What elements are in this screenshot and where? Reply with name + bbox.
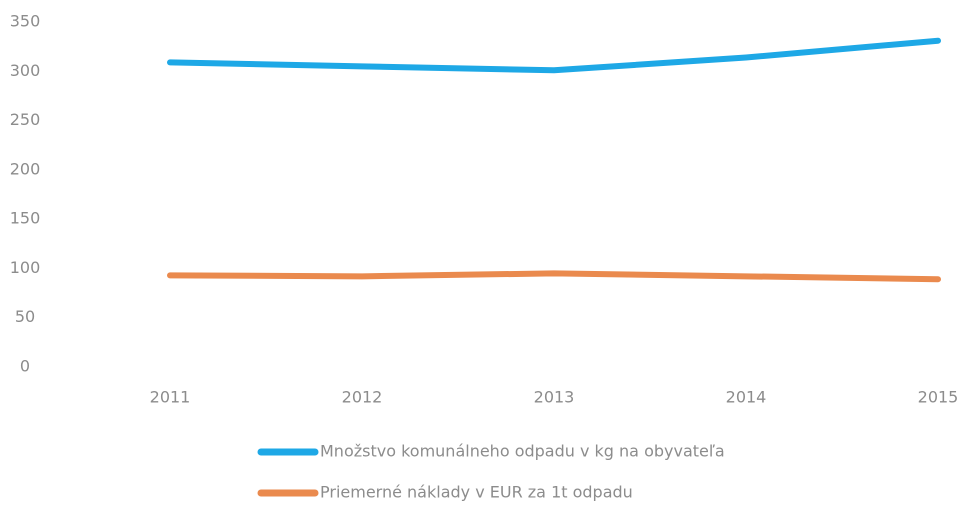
y-tick-label: 250 <box>10 110 41 129</box>
x-tick-label: 2013 <box>534 388 575 407</box>
data-line <box>167 270 941 283</box>
y-tick-label: 350 <box>10 12 41 31</box>
x-tick-label: 2015 <box>918 388 959 407</box>
x-tick-label: 2011 <box>150 388 191 407</box>
y-tick-label: 100 <box>10 258 41 277</box>
x-tick-label: 2014 <box>726 388 767 407</box>
legend-label: Množstvo komunálneho odpadu v kg na obyv… <box>320 442 725 461</box>
y-tick-label: 200 <box>10 159 41 178</box>
y-tick-label: 150 <box>10 209 41 228</box>
legend-label: Priemerné náklady v EUR za 1t odpadu <box>320 483 633 502</box>
y-tick-label: 300 <box>10 61 41 80</box>
data-line <box>167 37 941 74</box>
y-tick-label: 0 <box>20 357 30 376</box>
y-tick-label: 50 <box>15 307 35 326</box>
x-tick-label: 2012 <box>342 388 383 407</box>
